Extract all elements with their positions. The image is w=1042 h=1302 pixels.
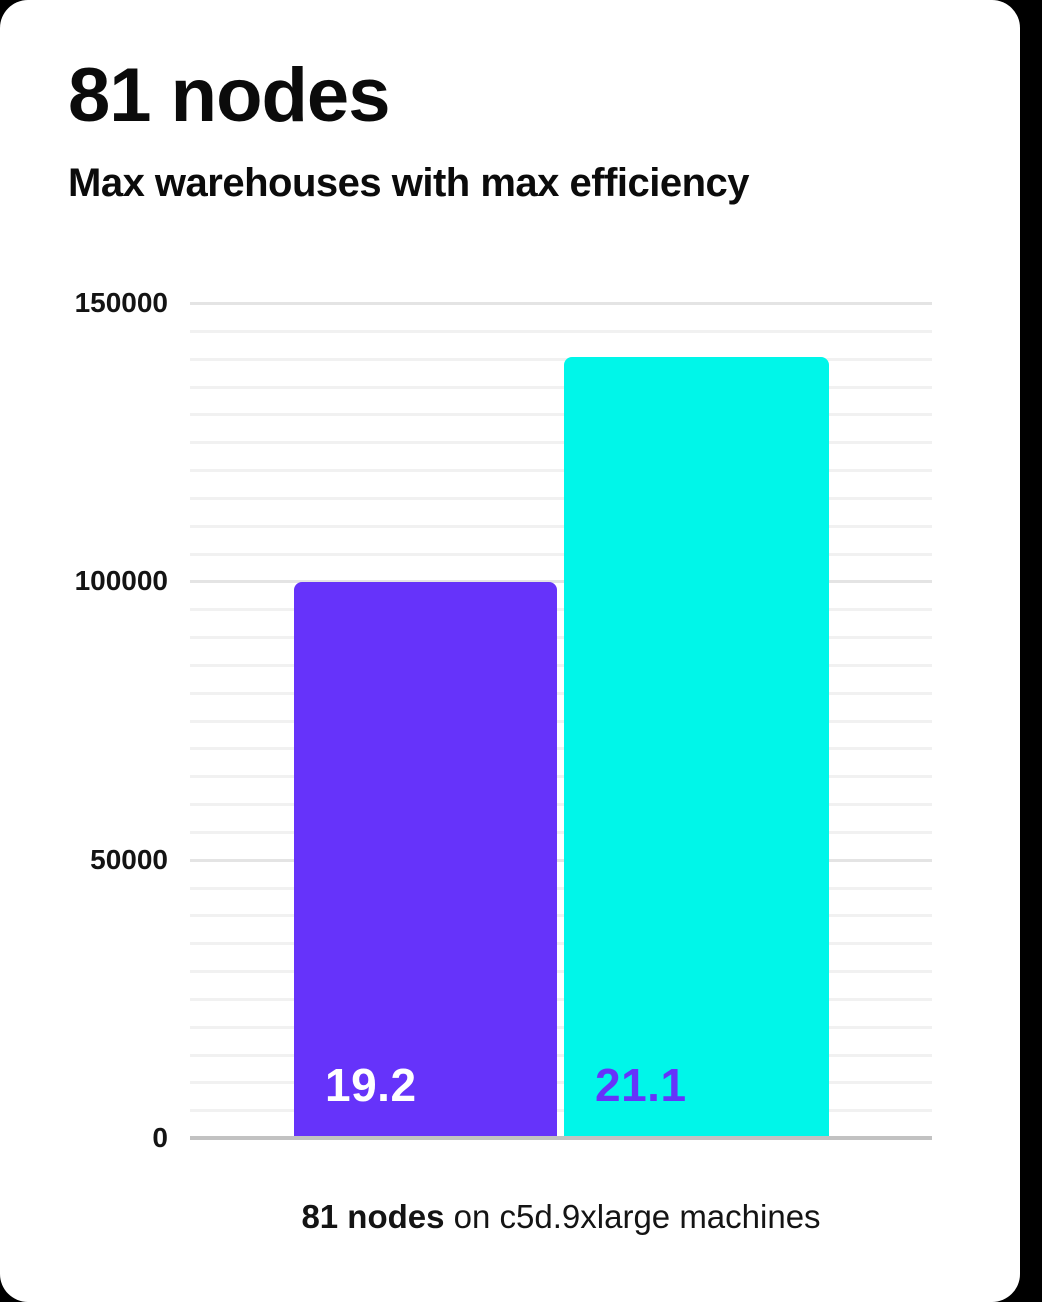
minor-gridline xyxy=(190,469,932,472)
bar-cyan: 21.1 xyxy=(564,356,829,1136)
minor-gridline xyxy=(190,329,932,333)
major-gridline xyxy=(190,302,932,305)
minor-gridline xyxy=(190,441,932,445)
minor-gridline xyxy=(190,970,932,973)
y-tick-label-0: 0 xyxy=(152,1122,168,1153)
y-tick-label-50000: 50000 xyxy=(90,843,168,875)
x-axis-line xyxy=(190,1136,932,1140)
minor-gridline xyxy=(190,886,932,890)
y-axis-tick-labels: 0 50000 100000 150000 xyxy=(40,287,168,1153)
minor-gridline xyxy=(190,1081,932,1085)
minor-gridline xyxy=(190,719,932,723)
minor-gridline xyxy=(190,830,932,834)
minor-gridline xyxy=(190,385,932,389)
caption-bold-text: 81 nodes xyxy=(301,1198,445,1235)
major-gridline xyxy=(190,580,932,584)
minor-gridline xyxy=(190,997,932,1001)
minor-gridline xyxy=(190,1109,932,1113)
chart-title: 81 nodes xyxy=(68,53,390,138)
minor-gridline xyxy=(190,524,932,528)
minor-gridline xyxy=(190,691,932,695)
y-tick-label-150000: 150000 xyxy=(74,287,168,318)
minor-gridline xyxy=(190,1053,932,1057)
chart-card: 81 nodes Max warehouses with max efficie… xyxy=(0,0,1020,1302)
minor-gridline xyxy=(190,942,932,946)
bar-purple: 19.2 xyxy=(294,582,557,1136)
minor-gridline xyxy=(190,1025,932,1029)
minor-gridline xyxy=(190,636,932,639)
minor-gridline xyxy=(190,775,932,779)
caption-regular-text: on c5d.9xlarge machines xyxy=(444,1198,821,1235)
minor-gridline xyxy=(190,803,932,806)
y-tick-label-100000: 100000 xyxy=(74,565,168,597)
bar-purple-value-label: 19.2 xyxy=(325,1059,417,1111)
major-gridline xyxy=(190,858,932,862)
chart-caption: 81 nodes on c5d.9xlarge machines xyxy=(190,1196,932,1239)
bar-cyan-value-label: 21.1 xyxy=(595,1059,687,1111)
minor-gridline xyxy=(190,914,932,918)
minor-gridline xyxy=(190,357,932,361)
minor-gridline xyxy=(190,552,932,556)
minor-gridline xyxy=(190,608,932,612)
plot-area: 19.2 21.1 xyxy=(190,302,932,1140)
chart-subtitle: Max warehouses with max efficiency xyxy=(68,161,750,205)
minor-gridline xyxy=(190,496,932,500)
minor-gridline xyxy=(190,413,932,417)
minor-gridline xyxy=(190,663,932,667)
minor-gridline xyxy=(190,747,932,751)
